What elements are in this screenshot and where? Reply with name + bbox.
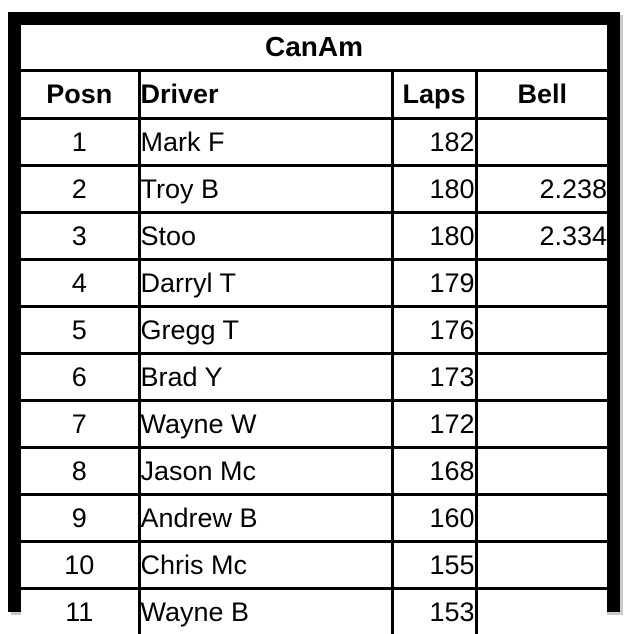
cell-posn: 11 [21, 589, 139, 634]
table-row: 9 Andrew B 160 [21, 495, 607, 542]
table-row: 2 Troy B 180 2.238 [21, 166, 607, 213]
cell-posn: 2 [21, 166, 139, 213]
cell-posn: 5 [21, 307, 139, 354]
cell-posn: 10 [21, 542, 139, 589]
cell-laps: 182 [392, 119, 476, 166]
cell-bell [476, 401, 607, 448]
column-header-laps: Laps [392, 71, 476, 119]
cell-bell [476, 495, 607, 542]
cell-driver: Stoo [139, 213, 392, 260]
column-header-posn: Posn [21, 71, 139, 119]
cell-laps: 172 [392, 401, 476, 448]
cell-bell [476, 589, 607, 634]
cell-driver: Gregg T [139, 307, 392, 354]
cell-laps: 176 [392, 307, 476, 354]
table-row: 3 Stoo 180 2.334 [21, 213, 607, 260]
cell-posn: 9 [21, 495, 139, 542]
cell-posn: 6 [21, 354, 139, 401]
cell-driver: Wayne B [139, 589, 392, 634]
cell-driver: Wayne W [139, 401, 392, 448]
cell-posn: 7 [21, 401, 139, 448]
cell-bell: 2.238 [476, 166, 607, 213]
cell-driver: Andrew B [139, 495, 392, 542]
table-row: 6 Brad Y 173 [21, 354, 607, 401]
cell-driver: Chris Mc [139, 542, 392, 589]
table-row: 5 Gregg T 176 [21, 307, 607, 354]
cell-driver: Brad Y [139, 354, 392, 401]
results-table-frame: CanAm Posn Driver Laps Bell 1 Mark F 182… [8, 12, 620, 612]
results-table: CanAm Posn Driver Laps Bell 1 Mark F 182… [21, 25, 607, 634]
table-title: CanAm [21, 25, 607, 71]
cell-bell [476, 354, 607, 401]
table-row: 8 Jason Mc 168 [21, 448, 607, 495]
cell-driver: Darryl T [139, 260, 392, 307]
cell-posn: 3 [21, 213, 139, 260]
cell-laps: 180 [392, 213, 476, 260]
cell-laps: 168 [392, 448, 476, 495]
cell-laps: 173 [392, 354, 476, 401]
table-row: 10 Chris Mc 155 [21, 542, 607, 589]
table-row: 1 Mark F 182 [21, 119, 607, 166]
cell-posn: 4 [21, 260, 139, 307]
cell-bell [476, 119, 607, 166]
cell-posn: 8 [21, 448, 139, 495]
cell-laps: 179 [392, 260, 476, 307]
cell-bell [476, 448, 607, 495]
table-header-row: Posn Driver Laps Bell [21, 71, 607, 119]
cell-driver: Mark F [139, 119, 392, 166]
cell-bell [476, 542, 607, 589]
cell-laps: 155 [392, 542, 476, 589]
cell-driver: Troy B [139, 166, 392, 213]
column-header-driver: Driver [139, 71, 392, 119]
cell-bell [476, 260, 607, 307]
cell-laps: 180 [392, 166, 476, 213]
cell-laps: 153 [392, 589, 476, 634]
table-row: 7 Wayne W 172 [21, 401, 607, 448]
cell-bell [476, 307, 607, 354]
cell-driver: Jason Mc [139, 448, 392, 495]
column-header-bell: Bell [476, 71, 607, 119]
cell-laps: 160 [392, 495, 476, 542]
cell-posn: 1 [21, 119, 139, 166]
table-row: 11 Wayne B 153 [21, 589, 607, 634]
table-row: 4 Darryl T 179 [21, 260, 607, 307]
table-title-row: CanAm [21, 25, 607, 71]
cell-bell: 2.334 [476, 213, 607, 260]
